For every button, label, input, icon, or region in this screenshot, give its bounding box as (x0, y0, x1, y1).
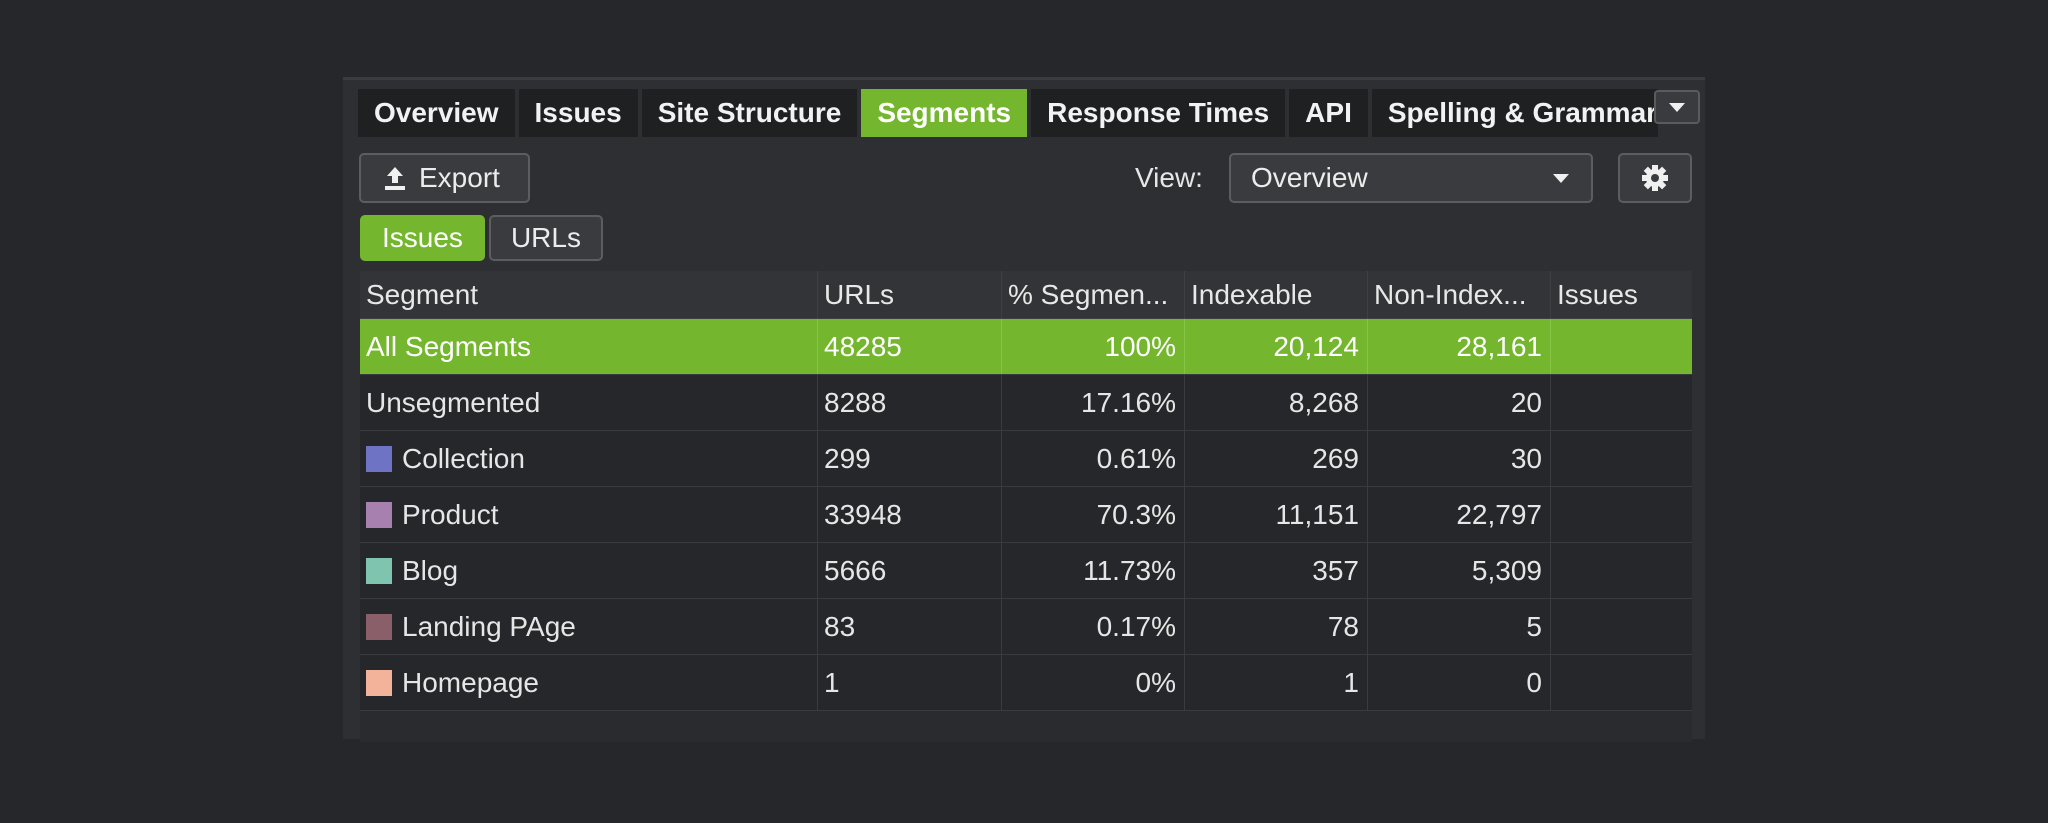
segment-name: All Segments (360, 319, 818, 374)
column-header-indexable[interactable]: Indexable (1185, 271, 1368, 318)
urls-count: 8288 (818, 375, 1002, 430)
tab-bar: Overview Issues Site Structure Segments … (358, 89, 1695, 137)
segment-percent: 11.73% (1002, 543, 1185, 598)
column-header-segment[interactable]: Segment (360, 271, 818, 318)
indexable-count: 1 (1185, 655, 1368, 710)
table-row[interactable]: Landing PAge 83 0.17% 78 5 (360, 599, 1692, 655)
issues-count (1551, 599, 1692, 654)
segment-name: Product (402, 498, 499, 530)
export-button[interactable]: Export (359, 153, 530, 203)
urls-count: 299 (818, 431, 1002, 486)
issues-count (1551, 655, 1692, 710)
urls-count: 5666 (818, 543, 1002, 598)
segment-cell: Homepage (360, 655, 818, 710)
segment-name: Unsegmented (360, 375, 818, 430)
issues-count (1551, 543, 1692, 598)
issues-count (1551, 375, 1692, 430)
urls-count: 1 (818, 655, 1002, 710)
table-row[interactable]: Product 33948 70.3% 11,151 22,797 (360, 487, 1692, 543)
indexable-count: 269 (1185, 431, 1368, 486)
non-indexable-count: 30 (1368, 431, 1551, 486)
segment-name: Blog (402, 554, 459, 586)
issues-toggle-button[interactable]: Issues (360, 215, 485, 261)
segment-color-swatch (366, 613, 392, 640)
view-selected-value: Overview (1251, 162, 1368, 193)
indexable-count: 78 (1185, 599, 1368, 654)
table-row[interactable]: Homepage 1 0% 1 0 (360, 655, 1692, 711)
urls-count: 33948 (818, 487, 1002, 542)
table-row[interactable]: Unsegmented 8288 17.16% 8,268 20 (360, 375, 1692, 431)
table-row[interactable]: All Segments 48285 100% 20,124 28,161 (360, 319, 1692, 375)
issues-count (1551, 319, 1692, 374)
tab-response-times[interactable]: Response Times (1031, 89, 1286, 137)
segment-percent: 17.16% (1002, 375, 1185, 430)
segment-percent: 0.17% (1002, 599, 1185, 654)
non-indexable-count: 5,309 (1368, 543, 1551, 598)
tab-overview[interactable]: Overview (358, 89, 515, 137)
indexable-count: 357 (1185, 543, 1368, 598)
table-row[interactable]: Collection 299 0.61% 269 30 (360, 431, 1692, 487)
view-toggle: Issues URLs (360, 215, 607, 261)
segment-percent: 70.3% (1002, 487, 1185, 542)
segment-color-swatch (366, 557, 392, 584)
urls-toggle-button[interactable]: URLs (488, 215, 603, 261)
view-label: View: (1135, 162, 1203, 193)
issues-count (1551, 487, 1692, 542)
segment-name: Collection (402, 442, 525, 474)
segment-color-swatch (366, 445, 392, 472)
issues-count (1551, 431, 1692, 486)
gear-icon (1642, 165, 1668, 191)
indexable-count: 8,268 (1185, 375, 1368, 430)
tab-spelling-grammar[interactable]: Spelling & Grammar (1371, 89, 1658, 137)
urls-count: 48285 (818, 319, 1002, 374)
settings-button[interactable] (1618, 153, 1692, 203)
tab-api[interactable]: API (1289, 89, 1368, 137)
column-header-issues[interactable]: Issues (1557, 278, 1638, 310)
segment-name: Homepage (402, 666, 539, 698)
indexable-count: 11,151 (1185, 487, 1368, 542)
upload-icon (385, 167, 405, 190)
segment-color-swatch (366, 501, 392, 528)
segment-percent: 0.61% (1002, 431, 1185, 486)
indexable-count: 20,124 (1185, 319, 1368, 374)
non-indexable-count: 22,797 (1368, 487, 1551, 542)
segment-percent: 0% (1002, 655, 1185, 710)
segments-table: Segment URLs % Segmen... Indexable Non-I… (360, 271, 1692, 742)
column-header-percent-segment[interactable]: % Segmen... (1002, 271, 1185, 318)
segments-panel: Overview Issues Site Structure Segments … (343, 77, 1705, 742)
urls-count: 83 (818, 599, 1002, 654)
column-header-urls[interactable]: URLs (818, 271, 1002, 318)
table-row[interactable]: Blog 5666 11.73% 357 5,309 (360, 543, 1692, 599)
non-indexable-count: 0 (1368, 655, 1551, 710)
segment-cell: Landing PAge (360, 599, 818, 654)
segment-cell: Product (360, 487, 818, 542)
view-select[interactable]: Overview (1229, 153, 1593, 203)
non-indexable-count: 5 (1368, 599, 1551, 654)
tab-issues[interactable]: Issues (518, 89, 638, 137)
chevron-down-icon (1553, 173, 1569, 183)
export-label: Export (419, 162, 500, 193)
tab-overflow-button[interactable] (1654, 90, 1700, 124)
segment-percent: 100% (1002, 319, 1185, 374)
non-indexable-count: 20 (1368, 375, 1551, 430)
non-indexable-count: 28,161 (1368, 319, 1551, 374)
chevron-down-icon (1669, 102, 1685, 112)
segment-name: Landing PAge (402, 610, 576, 642)
segment-color-swatch (366, 669, 392, 696)
tab-site-structure[interactable]: Site Structure (641, 89, 858, 137)
tab-segments[interactable]: Segments (861, 89, 1028, 137)
segment-cell: Blog (360, 543, 818, 598)
column-header-non-indexable[interactable]: Non-Index... (1368, 271, 1551, 318)
table-header: Segment URLs % Segmen... Indexable Non-I… (360, 271, 1692, 319)
segment-cell: Collection (360, 431, 818, 486)
